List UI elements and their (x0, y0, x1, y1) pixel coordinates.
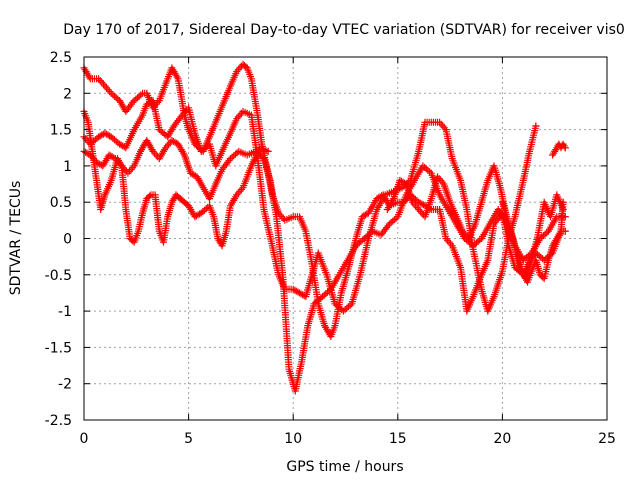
data-point (476, 236, 484, 244)
y-tick-label: 1.5 (50, 123, 72, 139)
y-axis-label: SDTVAR / TECUs (8, 181, 24, 296)
data-point (106, 88, 114, 95)
data-point (392, 214, 400, 222)
data-point (559, 198, 567, 206)
data-point (258, 153, 266, 161)
y-tick-label: -1 (58, 304, 72, 320)
y-tick-label: 0.5 (50, 195, 72, 211)
data-point (346, 301, 354, 309)
series-track-6 (498, 198, 567, 286)
data-point (359, 236, 367, 244)
x-tick-label: 0 (80, 431, 89, 447)
data-point (426, 168, 434, 176)
y-tick-label: 2.5 (50, 50, 72, 66)
data-point (98, 78, 106, 86)
x-tick-label: 10 (284, 431, 302, 447)
y-tick-label: 0 (63, 232, 72, 248)
data-point (361, 211, 369, 219)
data-point (99, 80, 107, 88)
data-point (171, 138, 179, 146)
data-point (325, 287, 333, 295)
series-track-4 (80, 107, 272, 250)
data-point (264, 147, 272, 155)
data-point (532, 122, 540, 130)
data-point (96, 77, 104, 85)
y-tick-label: 2 (63, 86, 72, 102)
data-points (80, 60, 569, 395)
y-tick-label: 1 (63, 159, 72, 175)
data-point (146, 192, 153, 200)
y-tick-label: -0.5 (45, 268, 72, 284)
series-track-7 (549, 140, 569, 159)
data-point (439, 122, 447, 130)
axes: 0 5 10 15 20 25 -2.5 -2 -1.5 -1 -0.5 0 0.5 1 1.5 2 2.5 (45, 50, 616, 447)
data-point (445, 238, 453, 246)
data-point (108, 153, 116, 161)
x-tick-label: 20 (493, 431, 511, 447)
data-point (190, 171, 198, 179)
data-point (236, 187, 244, 195)
x-tick-label: 25 (598, 431, 616, 447)
chart-title: Day 170 of 2017, Sidereal Day-to-day VTE… (63, 22, 625, 38)
y-tick-label: -2 (58, 377, 72, 393)
y-tick-label: -1.5 (45, 340, 72, 356)
x-tick-label: 5 (184, 431, 193, 447)
data-point (194, 211, 202, 219)
series-track-2 (80, 97, 540, 315)
x-axis-label: GPS time / hours (286, 459, 403, 475)
x-tick-label: 15 (389, 431, 407, 447)
data-point (561, 144, 569, 152)
data-point (127, 166, 135, 173)
data-point (137, 91, 145, 99)
data-point (104, 86, 112, 94)
series-track-5 (383, 162, 567, 282)
y-tick-label: -2.5 (45, 413, 72, 429)
data-point (416, 207, 424, 215)
